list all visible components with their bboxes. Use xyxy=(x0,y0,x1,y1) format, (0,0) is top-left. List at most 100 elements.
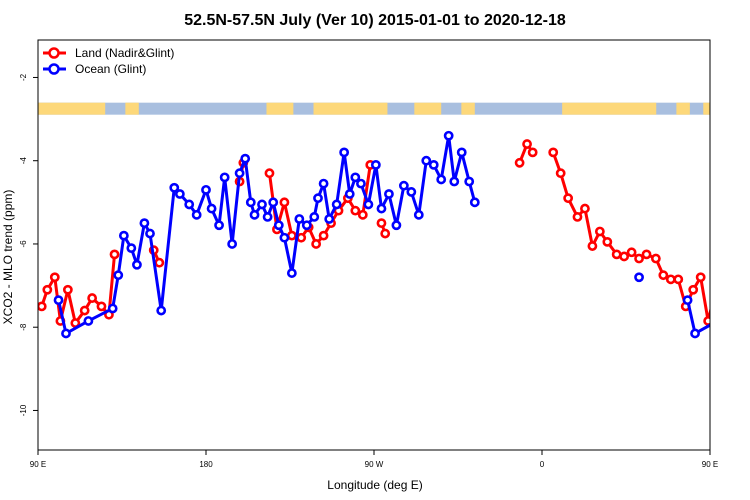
series-ocean-point xyxy=(421,155,432,166)
series-land-point xyxy=(548,147,559,158)
series-ocean-point xyxy=(113,270,124,281)
series-land-point xyxy=(279,197,290,208)
series-ocean-point xyxy=(201,184,211,195)
x-axis-label: Longitude (deg E) xyxy=(327,478,422,492)
land-ocean-strip xyxy=(38,102,710,115)
series-ocean-point xyxy=(61,328,71,339)
series-ocean-point xyxy=(214,220,224,231)
series-ocean-point xyxy=(156,305,167,316)
x-tick-label: 180 xyxy=(199,460,213,469)
series-ocean-point xyxy=(682,295,693,306)
series-ocean-point xyxy=(262,212,273,222)
y-tick-label: -6 xyxy=(19,240,28,248)
strip-land-block xyxy=(414,102,442,115)
legend-land-label: Land (Nadir&Glint) xyxy=(75,46,174,60)
series-land-point xyxy=(154,257,165,268)
series-ocean-point xyxy=(449,176,460,187)
series-ocean-point xyxy=(132,259,142,270)
series-land-point xyxy=(703,316,710,326)
series-land-point xyxy=(376,218,387,229)
series-ocean-point xyxy=(169,182,180,193)
series-ocean-point xyxy=(257,199,267,210)
series-land-point xyxy=(311,239,322,249)
strip-land-block xyxy=(125,102,139,115)
series-land-point xyxy=(49,272,60,283)
series-ocean-point xyxy=(331,199,342,210)
strip-land-block xyxy=(461,102,475,115)
series-land-point xyxy=(736,294,743,301)
series-land-point xyxy=(264,168,275,179)
series-land-point xyxy=(380,228,391,239)
y-axis-label: XCO2 - MLO trend (ppm) xyxy=(1,190,15,325)
series-land-point xyxy=(729,307,736,314)
x-tick-label: 90 E xyxy=(702,460,718,469)
series-ocean-point xyxy=(413,209,424,220)
series-ocean-point xyxy=(406,187,417,197)
x-tick-label: 90 W xyxy=(365,460,384,469)
legend: Land (Nadir&Glint) Ocean (Glint) xyxy=(43,46,174,76)
strip-land-block xyxy=(266,102,294,115)
series-land-point xyxy=(626,247,637,258)
y-tick-label: -10 xyxy=(19,404,28,416)
y-tick-label: -2 xyxy=(19,73,28,81)
series-land-point xyxy=(79,305,90,316)
series-land-point xyxy=(619,251,630,262)
strip-land-block xyxy=(38,102,106,115)
series-ocean xyxy=(53,130,750,339)
series-ocean-point xyxy=(107,303,118,314)
series-ocean-point xyxy=(456,147,467,158)
series-land-point xyxy=(38,301,47,312)
series-ocean-point xyxy=(469,197,480,208)
series-land-point xyxy=(318,230,329,241)
x-tick-label: 0 xyxy=(540,460,545,469)
series-land-point xyxy=(522,139,532,149)
x-tick-label: 90 E xyxy=(30,460,46,469)
strip-land-block xyxy=(562,102,657,115)
series-ocean-point xyxy=(738,305,745,312)
series-land-point xyxy=(641,249,652,260)
series-land-point xyxy=(580,203,590,214)
series-ocean-point xyxy=(206,203,217,214)
x-axis: 90 E 180 90 W 0 90 E xyxy=(30,450,718,469)
series-ocean-point xyxy=(324,214,335,224)
series-land-point xyxy=(96,301,107,312)
series-ocean-point xyxy=(744,272,750,279)
series-land-line xyxy=(551,151,710,323)
series-ocean-point xyxy=(464,176,475,187)
series-land-point xyxy=(563,193,574,204)
legend-land-marker xyxy=(48,47,60,59)
series-land-point xyxy=(286,230,297,241)
series-ocean-point xyxy=(118,230,129,241)
y-axis: -2 -4 -6 -8 -10 xyxy=(19,73,38,416)
series-ocean-point xyxy=(634,272,644,283)
series-ocean-point xyxy=(350,172,361,183)
series-ocean-point xyxy=(428,159,439,170)
series-land-point xyxy=(611,249,622,260)
series-land-point xyxy=(602,236,613,247)
series-land-point xyxy=(350,205,361,216)
series-ocean-point xyxy=(249,209,260,220)
series-ocean-point xyxy=(309,212,320,222)
series-ocean-point xyxy=(690,328,700,339)
series-land-point xyxy=(527,147,538,158)
series-land-point xyxy=(746,303,750,310)
series-land-point xyxy=(109,249,120,260)
series-ocean-point xyxy=(344,189,355,199)
series-ocean-point xyxy=(398,180,409,191)
series-ocean-point xyxy=(184,199,195,210)
series-ocean-point xyxy=(714,317,721,324)
series-ocean-point xyxy=(83,316,94,326)
series-ocean-point xyxy=(294,214,305,224)
series-ocean-point xyxy=(53,295,64,306)
series-ocean-point xyxy=(279,232,290,243)
series-ocean-point xyxy=(436,174,447,185)
series-land-point xyxy=(665,274,676,285)
series-ocean-point xyxy=(363,199,374,210)
series-ocean-point xyxy=(219,172,230,183)
strip-land-block xyxy=(703,102,710,115)
series-ocean-point xyxy=(376,203,387,214)
series-ocean-point xyxy=(240,153,251,164)
series-ocean-point xyxy=(286,268,297,278)
strip-land-block xyxy=(313,102,388,115)
